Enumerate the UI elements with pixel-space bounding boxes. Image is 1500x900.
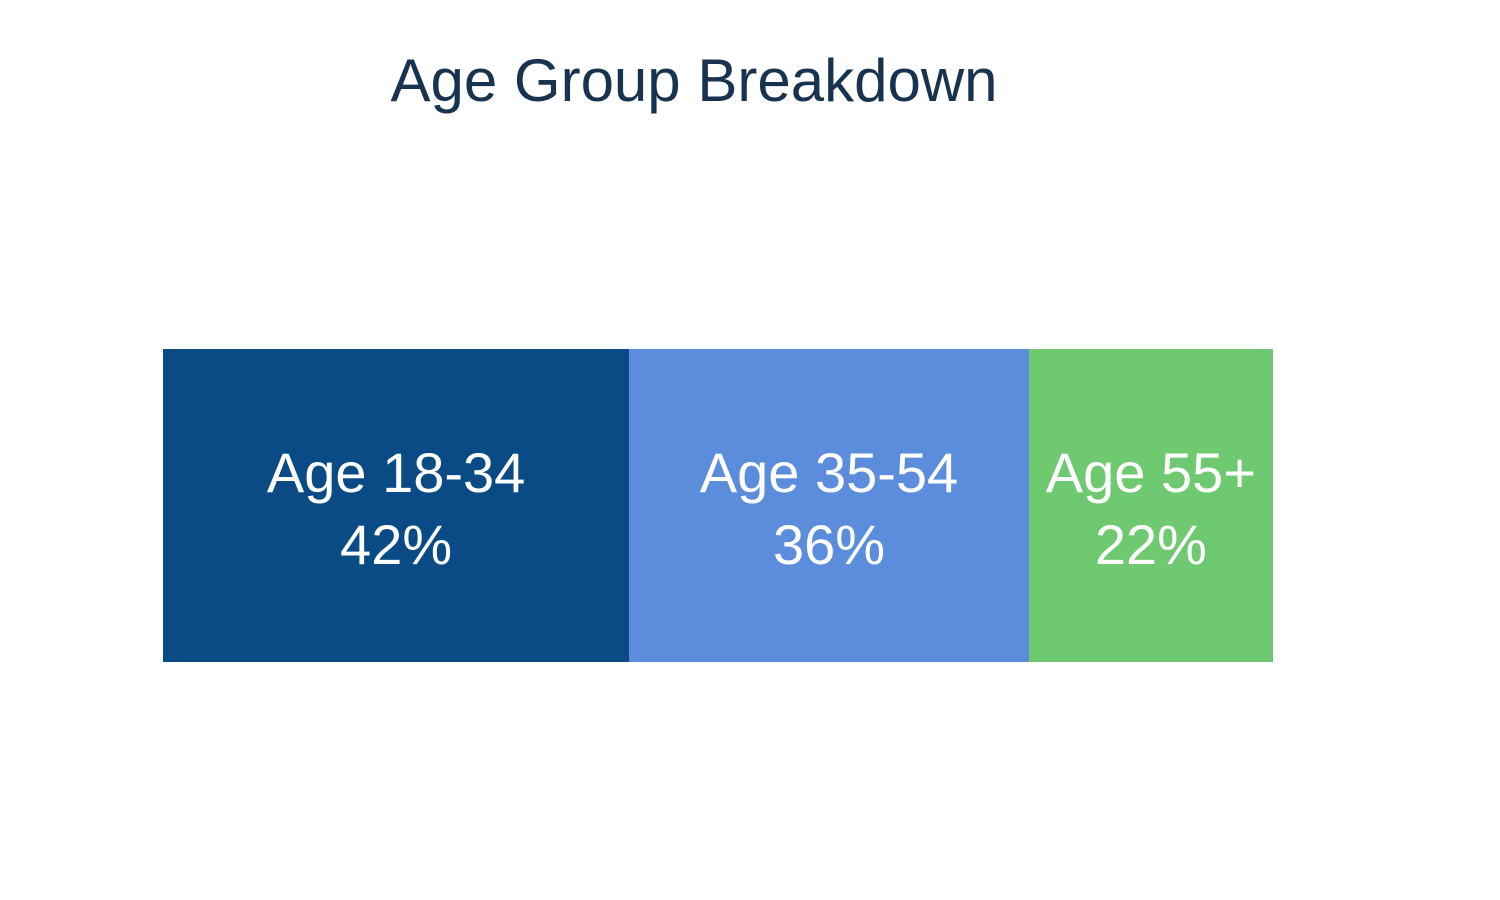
segment-percent: 22% xyxy=(1094,512,1207,576)
segment-percent: 42% xyxy=(340,512,453,576)
segment-percent: 36% xyxy=(772,512,886,576)
bar-segment-age-18-34: Age 18-34 42% xyxy=(163,349,630,662)
segment-label: Age 55+ xyxy=(1045,440,1256,504)
segment-label: Age 18-34 xyxy=(266,440,526,504)
stacked-bar: Age 18-34 42% Age 35-54 36% Age 55+ 22% xyxy=(163,349,1273,662)
bar-segment-age-55-plus: Age 55+ 22% xyxy=(1028,349,1273,662)
segment-label: Age 35-54 xyxy=(699,440,959,504)
bar-segment-age-35-54: Age 35-54 36% xyxy=(629,349,1029,662)
chart-title: Age Group Breakdown xyxy=(390,47,998,114)
